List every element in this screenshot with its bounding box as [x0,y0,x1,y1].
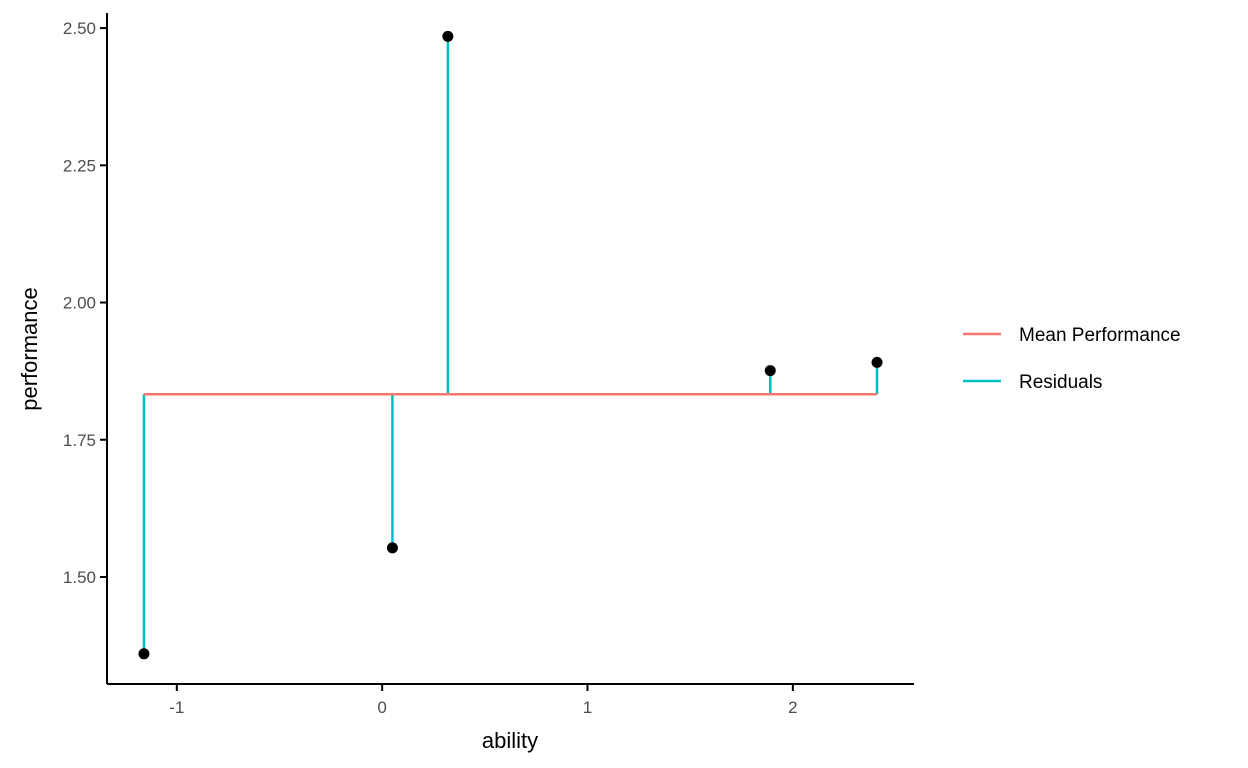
legend-label-mean-performance: Mean Performance [1019,325,1181,346]
y-ticks: 1.50 1.75 2.00 2.25 2.50 [63,19,107,587]
y-axis-title: performance [17,287,42,411]
points-layer [138,30,883,660]
y-tick-label-0: 1.50 [63,568,96,587]
x-axis-title: ability [482,728,538,753]
y-tick-label-1: 1.75 [63,431,96,450]
x-ticks: -1 0 1 2 [169,684,798,717]
residuals-layer [142,36,879,654]
data-point-3 [764,365,776,377]
data-point-2 [442,30,454,42]
x-tick-label-2: 1 [583,698,592,717]
x-tick-label-1: 0 [377,698,386,717]
x-tick-label-0: -1 [169,698,184,717]
data-point-0 [138,648,150,660]
legend-label-residuals: Residuals [1019,372,1102,393]
data-point-1 [386,542,398,554]
legend: Mean Performance Residuals [963,325,1181,393]
y-tick-label-2: 2.00 [63,294,96,313]
x-tick-label-3: 2 [788,698,797,717]
y-tick-label-4: 2.50 [63,19,96,38]
data-point-4 [871,356,883,368]
y-tick-label-3: 2.25 [63,156,96,175]
